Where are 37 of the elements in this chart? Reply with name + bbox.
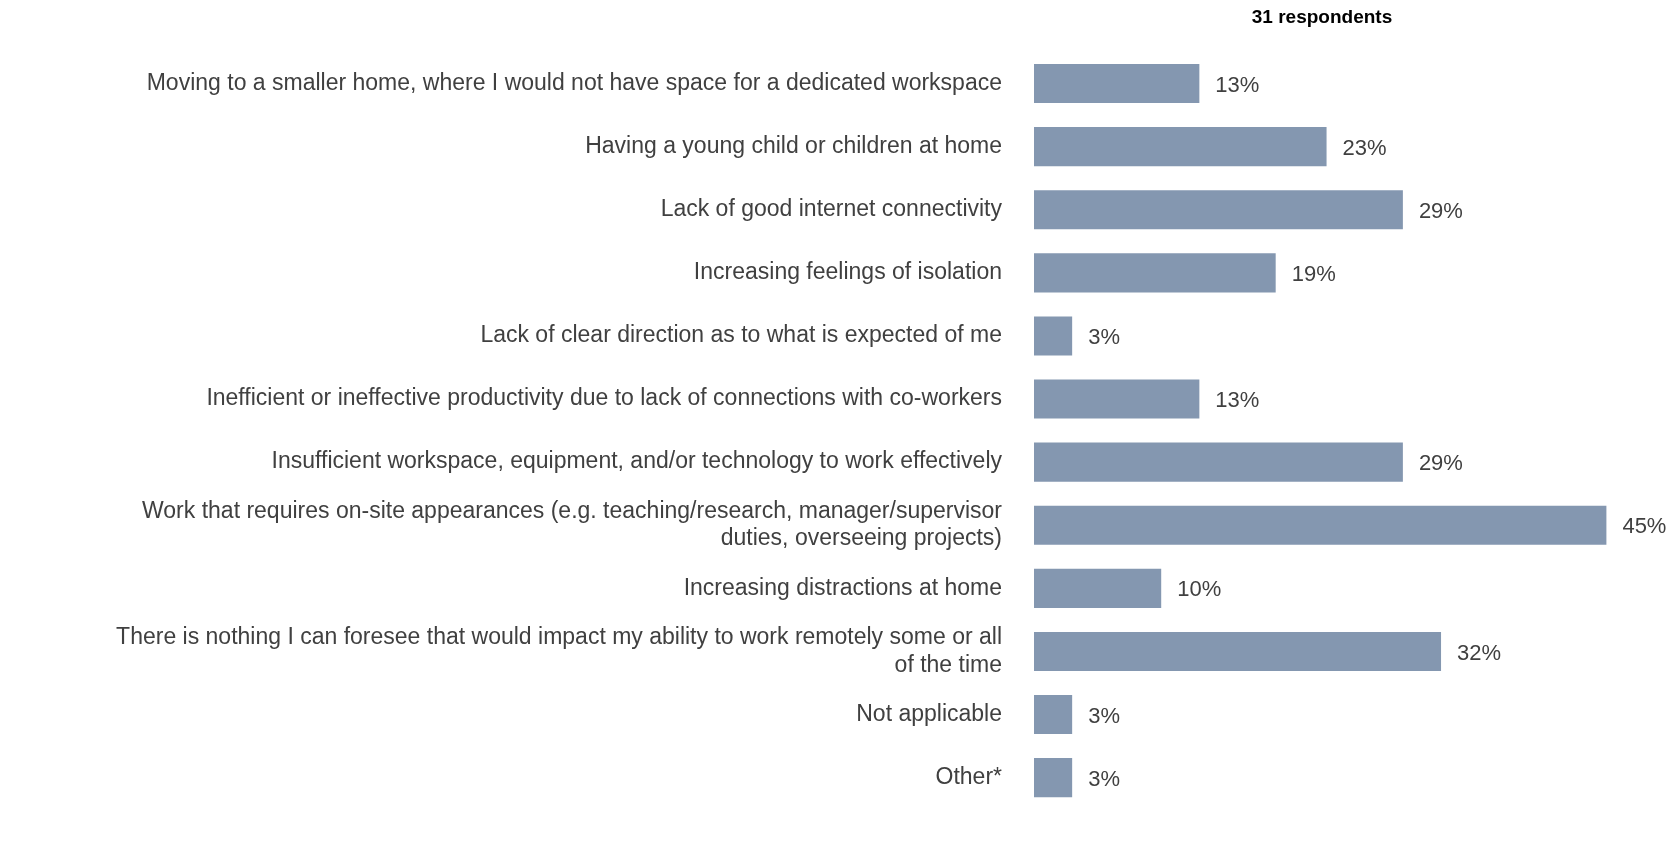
data-label: 29% xyxy=(1418,450,1463,476)
bar xyxy=(1034,758,1073,798)
y-tick-label: Having a young child or children at home xyxy=(585,131,1002,158)
data-label: 3% xyxy=(1088,702,1120,728)
y-tick-label: Other* xyxy=(935,762,1003,789)
data-label: 13% xyxy=(1215,387,1260,413)
chart-title: 31 respondents xyxy=(1251,6,1393,28)
bar xyxy=(1034,63,1200,104)
y-tick-label: Lack of clear direction as to what is expected of me xyxy=(480,321,1002,348)
bar xyxy=(1034,505,1607,545)
bar xyxy=(1034,694,1073,735)
data-label: 32% xyxy=(1457,639,1502,665)
bar xyxy=(1034,442,1403,482)
bar xyxy=(1034,253,1276,293)
data-label: 13% xyxy=(1215,71,1260,97)
data-label: 19% xyxy=(1291,260,1336,286)
y-tick-label: Increasing distractions at home xyxy=(683,573,1002,600)
bar xyxy=(1034,631,1442,672)
bar xyxy=(1034,379,1200,419)
y-tick-label: Moving to a smaller home, where I would not have space for a dedicated workspace xyxy=(146,68,1002,95)
y-tick-label: Not applicable xyxy=(856,699,1002,726)
data-label: 3% xyxy=(1088,765,1120,791)
y-tick-label: Increasing feelings of isolation xyxy=(693,258,1002,285)
y-tick-label: Lack of good internet connectivity xyxy=(660,195,1003,222)
data-label: 10% xyxy=(1177,576,1222,602)
data-label: 45% xyxy=(1622,513,1667,539)
y-tick-label: Work that requires on-site appearances (e.g. teaching/research, manager/supervisor duties, overseeing projects) xyxy=(142,496,1003,551)
bar xyxy=(1034,190,1403,230)
y-tick-label: Inefficient or ineffective productivity due to lack of connections with co-workers xyxy=(206,384,1002,411)
y-tick-label: Insufficient workspace, equipment, and/or technology to work effectively xyxy=(271,447,1003,474)
y-tick-label: There is nothing I can foresee that would impact my ability to work remotely some or all of the time xyxy=(116,622,1002,677)
bar xyxy=(1034,127,1327,167)
bar xyxy=(1034,568,1162,608)
data-label: 29% xyxy=(1418,197,1463,223)
data-label: 3% xyxy=(1088,324,1120,350)
bar xyxy=(1034,316,1073,356)
data-label: 23% xyxy=(1342,134,1387,160)
